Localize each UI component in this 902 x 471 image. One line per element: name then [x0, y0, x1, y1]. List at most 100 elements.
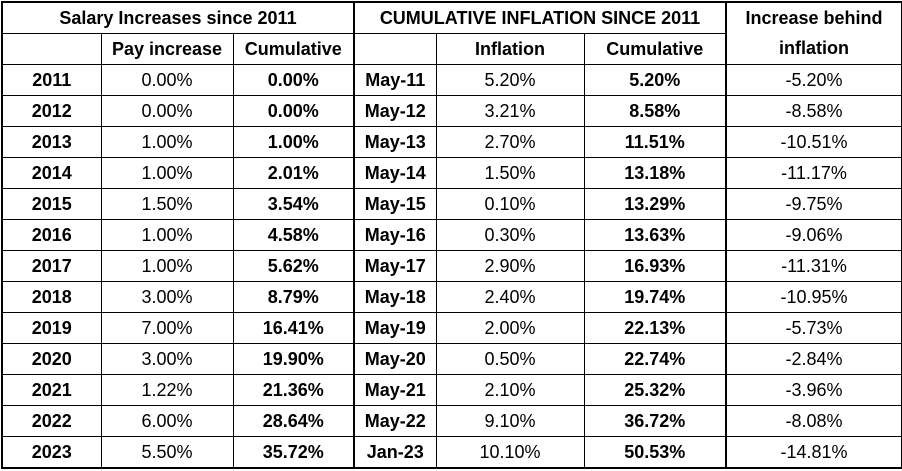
period-cell: May-14 [353, 157, 437, 189]
pay-increase-cell: 5.50% [100, 436, 234, 469]
year-cell: 2023 [1, 436, 102, 469]
inflation-cumulative-cell: 36.72% [583, 405, 728, 437]
increase-behind-cell: -14.81% [725, 436, 902, 469]
inflation-cell: 2.40% [435, 281, 585, 313]
year-cell: 2011 [1, 64, 102, 96]
increase-behind-header-line2: inflation [725, 33, 902, 65]
table-row: 2022 6.00% 28.64% May-22 9.10% 36.72% -8.08% [1, 405, 902, 437]
pay-increase-cell: 1.22% [100, 374, 234, 406]
salary-cumulative-cell: 4.58% [232, 219, 355, 251]
table-row: 2015 1.50% 3.54% May-15 0.10% 13.29% -9.75% [1, 188, 902, 220]
pay-increase-cell: 7.00% [100, 312, 234, 344]
inflation-cell: 10.10% [435, 436, 585, 469]
period-cell: May-11 [353, 64, 437, 96]
pay-increase-cell: 1.00% [100, 250, 234, 282]
salary-cumulative-cell: 1.00% [232, 126, 355, 158]
period-cell: May-15 [353, 188, 437, 220]
inflation-cell: 2.90% [435, 250, 585, 282]
inflation-cell: 1.50% [435, 157, 585, 189]
pay-increase-cell: 3.00% [100, 343, 234, 375]
year-cell: 2012 [1, 95, 102, 127]
inflation-cell: 3.21% [435, 95, 585, 127]
pay-increase-header: Pay increase [100, 33, 234, 65]
inflation-cell: 2.10% [435, 374, 585, 406]
year-cell: 2017 [1, 250, 102, 282]
cumulative-inflation-header: CUMULATIVE INFLATION SINCE 2011 [353, 1, 728, 34]
inflation-cumulative-cell: 25.32% [583, 374, 728, 406]
salary-cumulative-cell: 35.72% [232, 436, 355, 469]
salary-cumulative-cell: 8.79% [232, 281, 355, 313]
inflation-cumulative-cell: 5.20% [583, 64, 728, 96]
inflation-cumulative-cell: 22.13% [583, 312, 728, 344]
table-row: 2021 1.22% 21.36% May-21 2.10% 25.32% -3.96% [1, 374, 902, 406]
inflation-cumulative-cell: 13.18% [583, 157, 728, 189]
period-cell: May-17 [353, 250, 437, 282]
pay-increase-cell: 6.00% [100, 405, 234, 437]
salary-cumulative-cell: 3.54% [232, 188, 355, 220]
inflation-cumulative-cell: 22.74% [583, 343, 728, 375]
period-cell: May-20 [353, 343, 437, 375]
increase-behind-cell: -5.20% [725, 64, 902, 96]
period-cell: May-22 [353, 405, 437, 437]
inflation-cumulative-header: Cumulative [583, 33, 728, 65]
inflation-cumulative-cell: 50.53% [583, 436, 728, 469]
salary-cumulative-cell: 19.90% [232, 343, 355, 375]
table-row: 2016 1.00% 4.58% May-16 0.30% 13.63% -9.06% [1, 219, 902, 251]
increase-behind-cell: -10.95% [725, 281, 902, 313]
salary-cumulative-cell: 0.00% [232, 64, 355, 96]
inflation-cell: 0.50% [435, 343, 585, 375]
inflation-cumulative-cell: 19.74% [583, 281, 728, 313]
increase-behind-cell: -5.73% [725, 312, 902, 344]
salary-cumulative-cell: 16.41% [232, 312, 355, 344]
inflation-cell: 0.10% [435, 188, 585, 220]
inflation-cell: 9.10% [435, 405, 585, 437]
year-header-empty [1, 33, 102, 65]
salary-cumulative-cell: 0.00% [232, 95, 355, 127]
inflation-cumulative-cell: 11.51% [583, 126, 728, 158]
table-row: 2023 5.50% 35.72% Jan-23 10.10% 50.53% -14.81% [1, 436, 902, 469]
increase-behind-cell: -10.51% [725, 126, 902, 158]
period-cell: Jan-23 [353, 436, 437, 469]
pay-increase-cell: 3.00% [100, 281, 234, 313]
inflation-cumulative-cell: 8.58% [583, 95, 728, 127]
table-row: 2020 3.00% 19.90% May-20 0.50% 22.74% -2.84% [1, 343, 902, 375]
salary-increases-header: Salary Increases since 2011 [1, 1, 355, 34]
increase-behind-cell: -9.06% [725, 219, 902, 251]
inflation-cell: 0.30% [435, 219, 585, 251]
inflation-cumulative-cell: 13.63% [583, 219, 728, 251]
salary-cumulative-cell: 2.01% [232, 157, 355, 189]
period-cell: May-18 [353, 281, 437, 313]
pay-increase-cell: 1.00% [100, 219, 234, 251]
header-row-1: Salary Increases since 2011 CUMULATIVE I… [1, 1, 902, 34]
year-cell: 2019 [1, 312, 102, 344]
year-cell: 2022 [1, 405, 102, 437]
increase-behind-cell: -11.17% [725, 157, 902, 189]
year-cell: 2021 [1, 374, 102, 406]
table-row: 2013 1.00% 1.00% May-13 2.70% 11.51% -10.51% [1, 126, 902, 158]
period-cell: May-13 [353, 126, 437, 158]
pay-increase-cell: 0.00% [100, 95, 234, 127]
year-cell: 2013 [1, 126, 102, 158]
salary-cumulative-cell: 5.62% [232, 250, 355, 282]
table-row: 2018 3.00% 8.79% May-18 2.40% 19.74% -10.95% [1, 281, 902, 313]
period-cell: May-16 [353, 219, 437, 251]
pay-increase-cell: 1.00% [100, 126, 234, 158]
header-row-2: Pay increase Cumulative Inflation Cumula… [1, 33, 902, 65]
increase-behind-cell: -9.75% [725, 188, 902, 220]
increase-behind-cell: -2.84% [725, 343, 902, 375]
inflation-cell: 5.20% [435, 64, 585, 96]
table-row: 2019 7.00% 16.41% May-19 2.00% 22.13% -5.73% [1, 312, 902, 344]
increase-behind-cell: -8.08% [725, 405, 902, 437]
table-row: 2011 0.00% 0.00% May-11 5.20% 5.20% -5.20% [1, 64, 902, 96]
year-cell: 2018 [1, 281, 102, 313]
salary-cumulative-cell: 21.36% [232, 374, 355, 406]
inflation-header: Inflation [435, 33, 585, 65]
increase-behind-cell: -11.31% [725, 250, 902, 282]
pay-increase-cell: 0.00% [100, 64, 234, 96]
inflation-cumulative-cell: 13.29% [583, 188, 728, 220]
salary-cumulative-cell: 28.64% [232, 405, 355, 437]
period-cell: May-19 [353, 312, 437, 344]
table-row: 2014 1.00% 2.01% May-14 1.50% 13.18% -11.17% [1, 157, 902, 189]
period-header-empty [353, 33, 437, 65]
